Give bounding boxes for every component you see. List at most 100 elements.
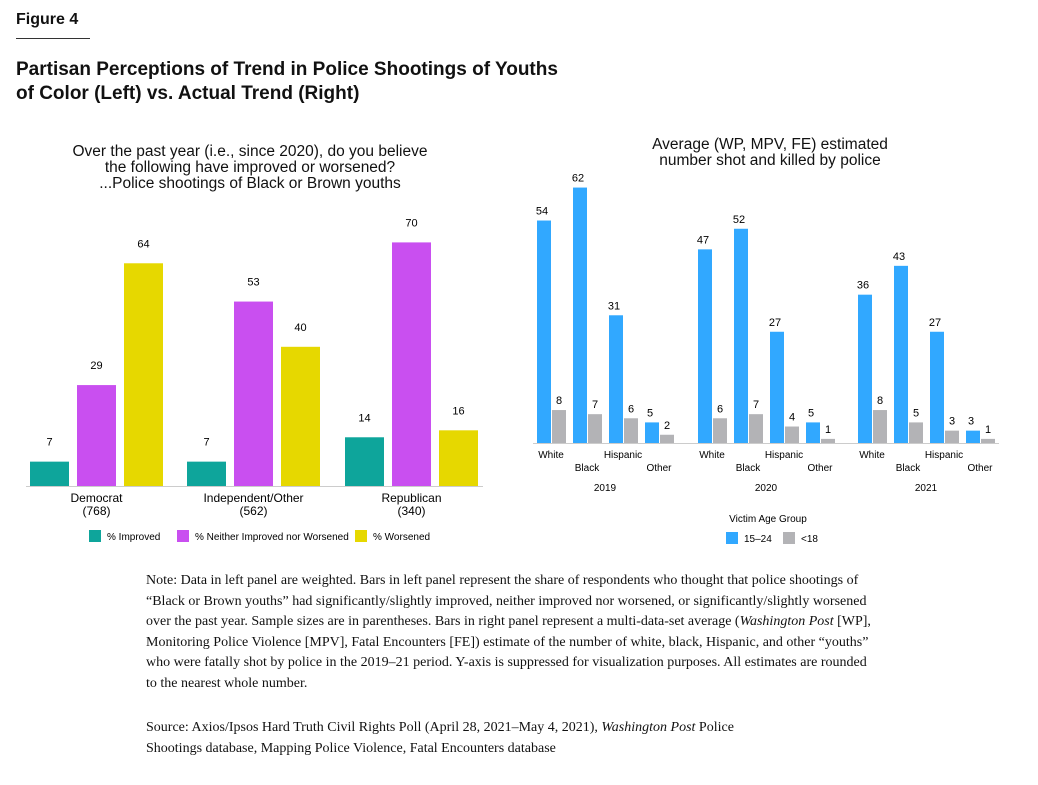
data-label: 40 [294, 322, 306, 334]
legend-swatch [726, 532, 738, 544]
data-label: 27 [769, 317, 781, 329]
category-label: Independent/Other [203, 491, 303, 505]
data-label: 36 [857, 280, 869, 292]
figure-title: Partisan Perceptions of Trend in Police … [16, 59, 558, 104]
data-label: 16 [452, 405, 464, 417]
data-label: 31 [608, 300, 620, 312]
data-label: 27 [929, 317, 941, 329]
bar [281, 346, 320, 486]
data-label: 64 [137, 238, 149, 250]
data-label: 14 [358, 412, 370, 424]
bar [77, 385, 116, 486]
bar [770, 331, 784, 443]
category-sample-size: (340) [397, 504, 425, 518]
bar [981, 438, 995, 443]
bar [966, 430, 980, 443]
data-label: 6 [717, 403, 723, 415]
right-title-line: Average (WP, MPV, FE) estimated [652, 136, 888, 153]
bar [821, 438, 835, 443]
figure-label: Figure 4 [16, 11, 79, 28]
data-label: 7 [753, 399, 759, 411]
category-label: Black [896, 463, 921, 474]
bar [645, 422, 659, 443]
category-label: White [859, 450, 885, 461]
category-label: Black [575, 463, 600, 474]
bar [873, 410, 887, 443]
legend-label: % Improved [107, 532, 160, 543]
data-label: 6 [628, 403, 634, 415]
group-label: 2019 [594, 483, 617, 494]
bar [624, 418, 638, 443]
data-label: 54 [536, 206, 548, 218]
data-label: 1 [985, 424, 991, 436]
right-title-line: number shot and killed by police [659, 152, 881, 169]
legend-swatch [355, 530, 367, 542]
bar [858, 294, 872, 443]
category-label: Democrat [70, 491, 123, 505]
data-label: 2 [664, 420, 670, 432]
group-label: 2021 [915, 483, 938, 494]
category-sample-size: (562) [239, 504, 267, 518]
bar [234, 301, 273, 486]
bar [537, 220, 551, 443]
bar [660, 434, 674, 443]
left-title-line: ...Police shootings of Black or Brown yo… [99, 175, 401, 192]
bar [909, 422, 923, 443]
data-label: 47 [697, 234, 709, 246]
data-label: 43 [893, 251, 905, 263]
left-title-line: the following have improved or worsened? [104, 159, 396, 176]
group-label: 2020 [755, 483, 778, 494]
legend-label: 15–24 [744, 534, 772, 545]
category-label: Other [646, 463, 672, 474]
legend-swatch [783, 532, 795, 544]
category-label: Other [807, 463, 833, 474]
bar [30, 461, 69, 486]
data-label: 62 [572, 173, 584, 185]
left-chart-title: Over the past year (i.e., since 2020), d… [40, 144, 460, 192]
data-label: 70 [405, 217, 417, 229]
bar [698, 249, 712, 443]
category-label: White [699, 450, 725, 461]
bar [806, 422, 820, 443]
data-label: 8 [556, 395, 562, 407]
data-label: 5 [808, 407, 814, 419]
bar [573, 187, 587, 443]
bar [609, 315, 623, 443]
legend-swatch [89, 530, 101, 542]
bar [345, 437, 384, 486]
bar [749, 414, 763, 443]
source-text-rest: Police Shootings database, Mapping Polic… [146, 720, 734, 756]
category-label: Black [736, 463, 761, 474]
source-italic: Washington Post [601, 720, 696, 735]
bar [713, 418, 727, 443]
right-chart-title: Average (WP, MPV, FE) estimated number s… [610, 137, 930, 169]
data-label: 7 [46, 437, 52, 449]
right-chart: 548White627Black316Hispanic52Other201947… [533, 173, 999, 545]
category-label: Republican [381, 491, 441, 505]
bar [945, 430, 959, 443]
data-label: 7 [592, 399, 598, 411]
category-label: Other [967, 463, 993, 474]
bar [124, 263, 163, 486]
legend-label: % Worsened [373, 532, 430, 543]
data-label: 5 [647, 407, 653, 419]
bar [392, 242, 431, 486]
source: Source: Axios/Ipsos Hard Truth Civil Rig… [146, 718, 786, 759]
legend-title: Victim Age Group [729, 514, 807, 525]
category-sample-size: (768) [82, 504, 110, 518]
legend-label: % Neither Improved nor Worsened [195, 532, 349, 543]
note-text: Note: Data in left panel are weighted. B… [146, 573, 867, 629]
category-label: Hispanic [765, 450, 803, 461]
data-label: 7 [203, 437, 209, 449]
data-label: 8 [877, 395, 883, 407]
data-label: 3 [968, 416, 974, 428]
bar [588, 414, 602, 443]
data-label: 52 [733, 214, 745, 226]
data-label: 5 [913, 407, 919, 419]
category-label: White [538, 450, 564, 461]
legend-swatch [177, 530, 189, 542]
bar [439, 430, 478, 486]
data-label: 1 [825, 424, 831, 436]
category-label: Hispanic [604, 450, 642, 461]
category-label: Hispanic [925, 450, 963, 461]
